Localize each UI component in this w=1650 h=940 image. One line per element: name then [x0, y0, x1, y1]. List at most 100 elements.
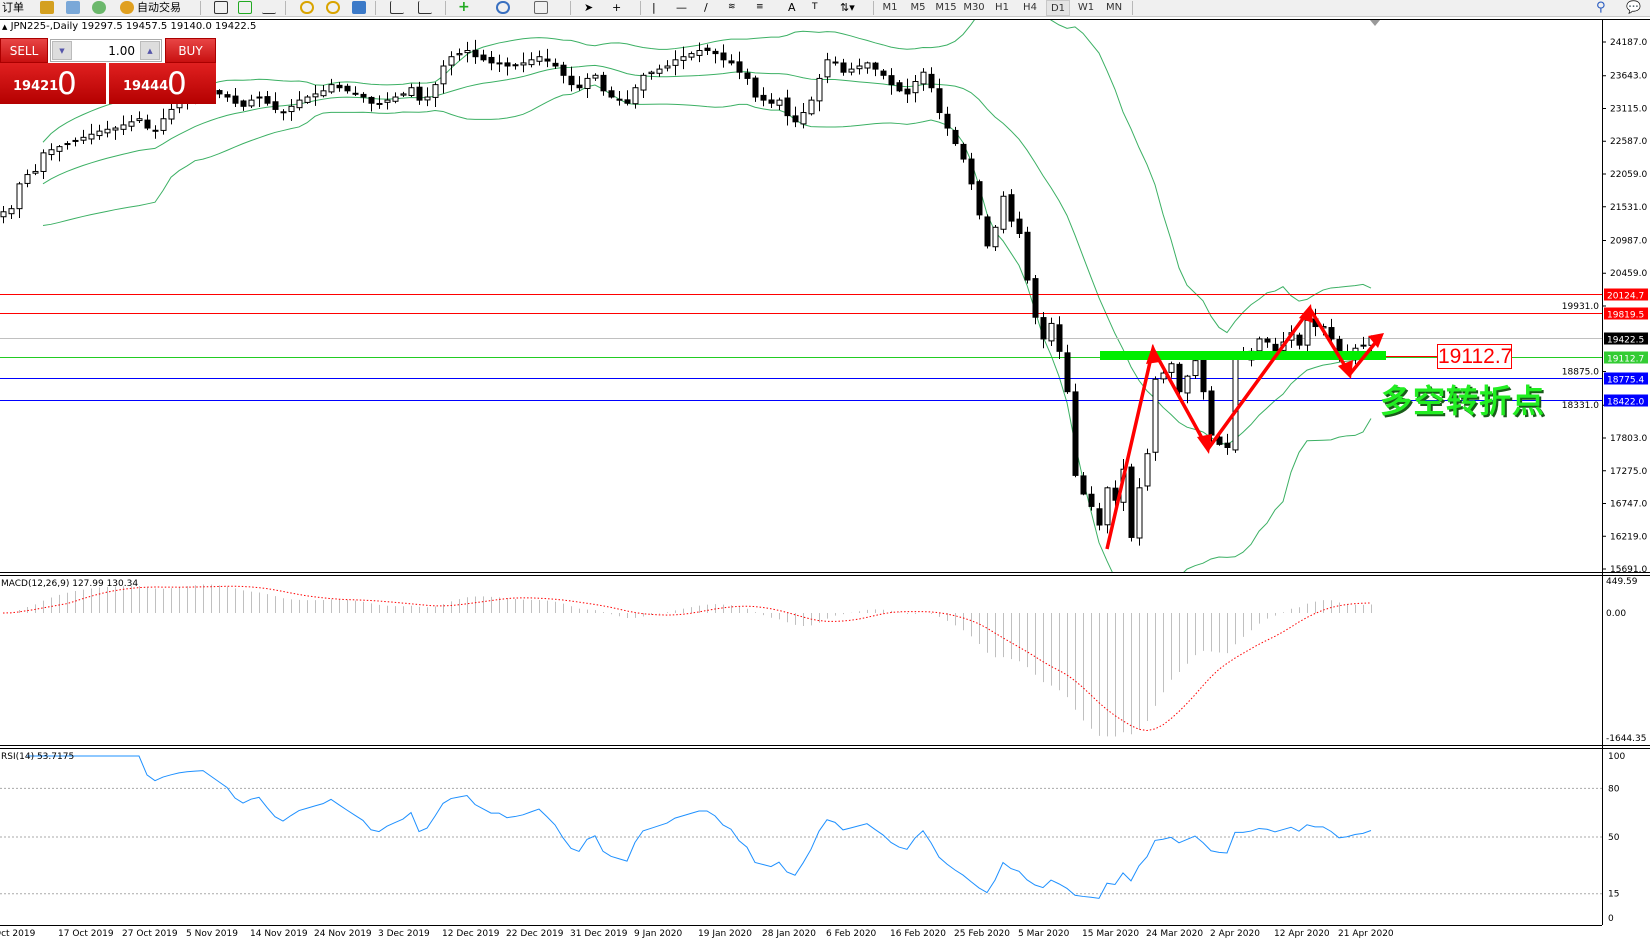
level-tag	[1604, 307, 1648, 320]
candle-bear	[360, 93, 367, 98]
auto-scroll-icon[interactable]	[390, 1, 404, 14]
collapse-icon[interactable]: ▲	[2, 23, 8, 31]
candle-bull	[824, 59, 831, 78]
volume-input[interactable]	[75, 41, 135, 60]
new-order-button[interactable]: 订单	[2, 1, 24, 14]
candle-bull	[632, 87, 639, 105]
sell-button[interactable]: SELL	[0, 38, 48, 63]
chat-icon[interactable]: 💬	[1626, 0, 1641, 14]
volume-decrease-button[interactable]: ▼	[52, 41, 72, 60]
candle-bull	[328, 84, 335, 93]
candle-bear	[1072, 391, 1079, 476]
equidistant-channel-icon[interactable]: ≋	[728, 2, 736, 12]
buy-button[interactable]: BUY	[165, 38, 216, 63]
period-m1[interactable]: M1	[882, 2, 898, 13]
candle-bear	[896, 82, 903, 92]
signals-icon[interactable]	[92, 1, 106, 14]
templates-icon[interactable]	[534, 1, 548, 14]
period-m5[interactable]: M5	[910, 2, 926, 13]
candle-bear	[832, 61, 839, 64]
period-h4[interactable]: H4	[1023, 2, 1037, 13]
period-w1[interactable]: W1	[1077, 2, 1095, 13]
candle-bull	[48, 149, 55, 156]
volume-increase-button[interactable]: ▲	[140, 41, 160, 60]
candle-bear	[272, 101, 279, 110]
date-label: 28 Jan 2020	[762, 929, 816, 939]
autotrade-button[interactable]: 自动交易	[137, 1, 181, 14]
periods-clock-icon[interactable]	[496, 1, 510, 14]
period-h1[interactable]: H1	[995, 2, 1009, 13]
crosshair-icon[interactable]: +	[612, 1, 622, 14]
candle-bear	[720, 52, 727, 61]
buy-price[interactable]: 19444. 0	[109, 63, 216, 104]
level-label-box: 19112.7	[1437, 344, 1513, 369]
vertical-line-icon[interactable]: |	[652, 1, 656, 14]
metaeditor-icon[interactable]	[40, 1, 54, 14]
price-tick-label: 22059.0	[1610, 170, 1647, 180]
candle-bear	[1296, 334, 1303, 346]
candle-bear	[1128, 466, 1135, 538]
period-mn[interactable]: MN	[1105, 2, 1123, 13]
annotation	[1100, 304, 1437, 550]
macd-tick: -1644.35	[1606, 734, 1646, 744]
macd-signal-line	[2, 585, 1372, 732]
candle-bear	[240, 100, 247, 107]
candle-bear	[352, 92, 359, 95]
sell-price[interactable]: 19421. 0	[0, 63, 106, 104]
text-icon[interactable]: A	[788, 1, 796, 14]
macd-pane	[2, 584, 1372, 737]
candle-bull	[672, 59, 679, 66]
candle-bear	[1272, 343, 1279, 352]
candle-bull	[512, 64, 519, 67]
candle-bull	[816, 77, 823, 102]
tile-windows-icon[interactable]	[352, 1, 366, 14]
period-m30[interactable]: M30	[963, 2, 985, 13]
horizontal-line-icon[interactable]: —	[676, 1, 687, 14]
candle-bull	[992, 226, 999, 248]
candle-bull	[96, 130, 103, 137]
date-label: 12 Dec 2019	[442, 929, 500, 939]
candle-bull	[664, 65, 671, 69]
candle-bear	[752, 77, 759, 98]
candle-bear	[1080, 475, 1087, 495]
horizontal-levels	[0, 294, 1602, 401]
candle-bull	[432, 84, 439, 98]
candle-bull	[408, 87, 415, 96]
text-label-icon[interactable]: T	[812, 2, 818, 12]
period-m15[interactable]: M15	[935, 2, 957, 13]
trendline-icon[interactable]: /	[704, 1, 708, 14]
line-chart-icon[interactable]	[262, 1, 276, 14]
candle-bear	[416, 86, 423, 101]
date-label: 3 Dec 2019	[378, 929, 430, 939]
indicators-icon[interactable]: +	[458, 0, 470, 15]
zoom-out-icon[interactable]	[326, 1, 340, 14]
candle-bear	[928, 73, 935, 89]
candle-bear	[712, 50, 719, 55]
candle-bull	[128, 121, 135, 127]
fibonacci-icon[interactable]: ≡	[756, 2, 764, 12]
candle-bull	[1136, 487, 1143, 539]
candle-bear	[768, 99, 775, 104]
terminal-icon[interactable]	[66, 1, 80, 14]
candle-bear	[944, 113, 951, 129]
candle-bear	[736, 61, 743, 73]
cursor-icon[interactable]: ➤	[584, 1, 594, 14]
candle-bull	[920, 71, 927, 85]
candle-bear	[840, 62, 847, 73]
candle-bear	[960, 143, 967, 160]
chart-shift-icon[interactable]	[418, 1, 432, 14]
zoom-in-icon[interactable]	[300, 1, 314, 14]
arrow-head-icon	[1197, 434, 1212, 454]
arrows-icon[interactable]: ⇅▾	[840, 1, 855, 14]
date-label: 24 Mar 2020	[1146, 929, 1203, 939]
autotrade-icon[interactable]	[120, 1, 134, 14]
date-label: 12 Apr 2020	[1274, 929, 1330, 939]
candle-bull	[456, 53, 463, 56]
candle-bull	[1232, 357, 1239, 451]
bar-chart-icon[interactable]	[214, 1, 228, 14]
candlestick-icon[interactable]	[238, 1, 252, 14]
period-d1[interactable]: D1	[1046, 0, 1070, 16]
date-label: 17 Oct 2019	[58, 929, 114, 939]
search-icon[interactable]: ⚲	[1596, 0, 1606, 15]
